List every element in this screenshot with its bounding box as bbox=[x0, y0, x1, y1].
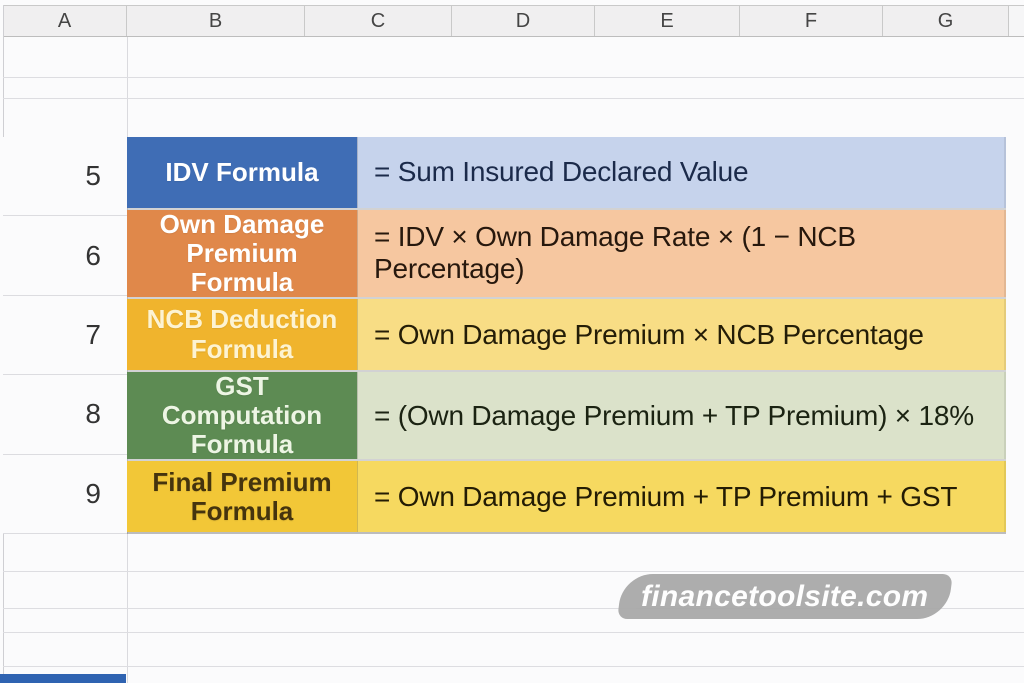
cell-formula-ncb[interactable]: = Own Damage Premium × NCB Percentage bbox=[357, 299, 1006, 370]
cell-label-own-damage[interactable]: Own Damage Premium Formula bbox=[127, 209, 357, 298]
column-header-b[interactable]: B bbox=[127, 6, 305, 36]
gridline bbox=[3, 98, 1024, 99]
cell-label-final-premium[interactable]: Final Premium Formula bbox=[127, 461, 357, 532]
gridline bbox=[3, 608, 1024, 609]
cell-formula-own-damage[interactable]: = IDV × Own Damage Rate × (1 − NCB Perce… bbox=[357, 209, 1006, 298]
table-row-ncb: NCB Deduction Formula = Own Damage Premi… bbox=[127, 299, 1006, 372]
column-header-row: A B C D E F G bbox=[3, 5, 1024, 37]
row-number-6[interactable]: 6 bbox=[3, 216, 127, 296]
column-header-partial bbox=[1009, 6, 1024, 36]
row-number-gutter: 5 6 7 8 9 bbox=[3, 137, 127, 535]
gridline bbox=[3, 571, 1024, 572]
cell-formula-idv[interactable]: = Sum Insured Declared Value bbox=[357, 137, 1006, 208]
table-row-gst: GST Computation Formula = (Own Damage Pr… bbox=[127, 371, 1006, 462]
watermark-badge: financetoolsite.com bbox=[617, 574, 953, 619]
column-header-d[interactable]: D bbox=[452, 6, 595, 36]
row-number-8[interactable]: 8 bbox=[3, 375, 127, 455]
row-number-5[interactable]: 5 bbox=[3, 137, 127, 217]
formula-table: IDV Formula = Sum Insured Declared Value… bbox=[127, 137, 1006, 534]
cell-label-idv[interactable]: IDV Formula bbox=[127, 137, 357, 208]
table-row-idv: IDV Formula = Sum Insured Declared Value bbox=[127, 137, 1006, 210]
column-header-f[interactable]: F bbox=[740, 6, 883, 36]
cell-formula-final-premium[interactable]: = Own Damage Premium + TP Premium + GST bbox=[357, 461, 1006, 532]
column-header-c[interactable]: C bbox=[305, 6, 452, 36]
gridline bbox=[3, 77, 1024, 78]
gridline bbox=[3, 666, 1024, 667]
row-number-7[interactable]: 7 bbox=[3, 295, 127, 376]
column-header-a[interactable]: A bbox=[3, 6, 127, 36]
cell-label-ncb[interactable]: NCB Deduction Formula bbox=[127, 299, 357, 370]
row-number-9[interactable]: 9 bbox=[3, 454, 127, 535]
column-header-g[interactable]: G bbox=[883, 6, 1009, 36]
gridline bbox=[3, 632, 1024, 633]
table-row-own-damage: Own Damage Premium Formula = IDV × Own D… bbox=[127, 209, 1006, 300]
bottom-left-blue-bar bbox=[0, 674, 126, 683]
cell-formula-gst[interactable]: = (Own Damage Premium + TP Premium) × 18… bbox=[357, 371, 1006, 460]
cell-label-gst[interactable]: GST Computation Formula bbox=[127, 371, 357, 460]
column-header-e[interactable]: E bbox=[595, 6, 740, 36]
table-row-final-premium: Final Premium Formula = Own Damage Premi… bbox=[127, 461, 1006, 534]
watermark-text: financetoolsite.com bbox=[641, 579, 929, 613]
